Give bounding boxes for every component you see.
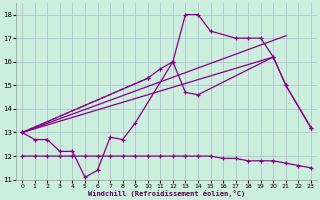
X-axis label: Windchill (Refroidissement éolien,°C): Windchill (Refroidissement éolien,°C): [88, 190, 245, 197]
